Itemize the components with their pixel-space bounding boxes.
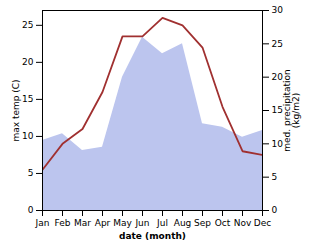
svg-text:20: 20 xyxy=(271,72,283,82)
svg-text:max temp (C): max temp (C) xyxy=(11,79,21,141)
svg-text:20: 20 xyxy=(22,57,34,67)
svg-text:0: 0 xyxy=(28,205,34,215)
svg-text:5: 5 xyxy=(272,172,278,182)
svg-text:med. precipitation(kg/m2): med. precipitation(kg/m2) xyxy=(282,69,301,151)
svg-text:25: 25 xyxy=(22,20,33,30)
svg-text:25: 25 xyxy=(272,39,283,49)
svg-text:10: 10 xyxy=(22,131,34,141)
svg-text:Jul: Jul xyxy=(156,218,168,228)
svg-text:0: 0 xyxy=(272,205,278,215)
svg-text:Apr: Apr xyxy=(95,218,111,228)
svg-text:Aug: Aug xyxy=(174,218,192,228)
svg-text:May: May xyxy=(113,218,132,228)
svg-text:Mar: Mar xyxy=(74,218,91,228)
svg-text:Feb: Feb xyxy=(55,218,71,228)
svg-text:date (month): date (month) xyxy=(119,231,186,241)
svg-text:30: 30 xyxy=(272,5,284,15)
svg-text:15: 15 xyxy=(22,94,33,104)
svg-text:Oct: Oct xyxy=(215,218,231,228)
svg-text:5: 5 xyxy=(28,168,34,178)
svg-text:15: 15 xyxy=(271,105,283,116)
svg-text:Dec: Dec xyxy=(254,218,271,228)
svg-text:Jun: Jun xyxy=(134,218,149,228)
svg-text:Sep: Sep xyxy=(194,218,211,228)
svg-text:10: 10 xyxy=(271,138,283,149)
svg-text:Nov: Nov xyxy=(234,218,252,228)
svg-text:Jan: Jan xyxy=(35,218,50,228)
